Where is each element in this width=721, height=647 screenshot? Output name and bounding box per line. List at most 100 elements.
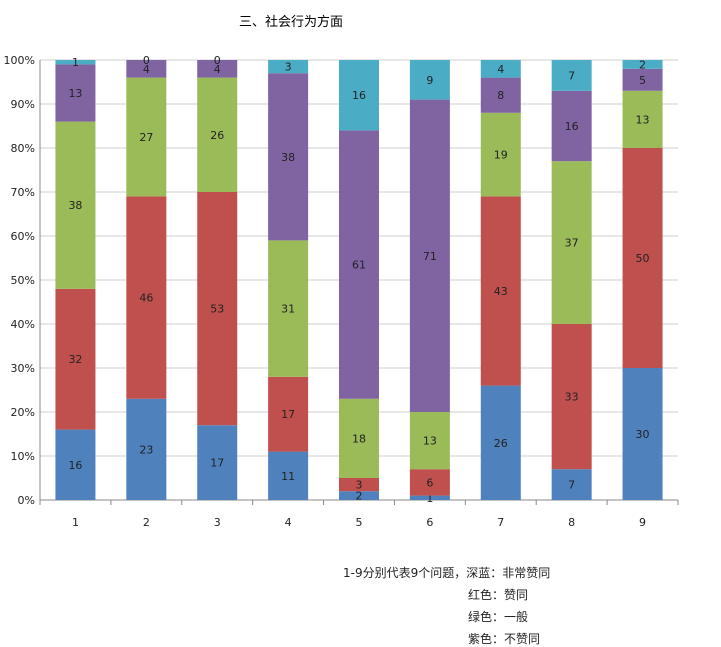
bar-segment [409,469,450,496]
bar-segment [55,64,96,122]
data-label: 26 [494,437,508,450]
data-label: 13 [68,87,82,100]
legend-note-3: 紫色：不赞同 [468,632,541,646]
bar-segment [409,495,450,500]
data-label: 27 [139,131,153,144]
data-label: 71 [423,250,437,263]
bar-segment [268,376,309,452]
bar-segment [622,60,663,69]
bar-segment [268,240,309,377]
bar-segment [268,73,309,241]
data-label: 1 [72,56,79,69]
data-label: 11 [281,470,295,483]
x-tick-label: 6 [426,516,433,529]
legend-note-1: 红色：赞同 [468,588,529,602]
bar-segment [622,368,663,500]
bar-segment [551,60,592,91]
data-label: 38 [281,151,295,164]
bar-segment [339,60,379,131]
bar-segment [409,412,450,470]
data-label: 6 [426,476,433,489]
x-tick-label: 5 [356,516,363,529]
y-tick-label: 80% [11,142,35,155]
x-tick-label: 7 [497,516,504,529]
data-label: 8 [497,89,504,102]
x-tick-label: 9 [639,516,646,529]
legend-note-2: 绿色：一般 [468,610,529,624]
y-tick-label: 100% [4,54,35,67]
data-label: 16 [565,120,579,133]
data-label: 23 [139,443,153,456]
x-tick-label: 8 [568,516,575,529]
bar-segment [55,288,96,430]
bars: 1632381312346274017532640111731383231861… [55,54,663,505]
y-tick-label: 30% [11,362,35,375]
data-label: 16 [68,459,82,472]
y-tick-label: 20% [11,406,35,419]
data-label: 3 [356,479,363,492]
bar-segment [126,60,167,78]
bar-segment [197,77,238,192]
y-axis-ticks: 0% 10% 20% 30% 40% 50% 60% 70% 80% 90% 100% [4,54,35,507]
data-label: 9 [426,74,433,87]
bar-segment [268,60,309,74]
x-axis-ticks: 1 2 3 4 5 6 7 8 9 [39,500,679,529]
data-label: 46 [139,292,153,305]
bar-segment [480,112,521,197]
y-tick-label: 50% [11,274,35,287]
bar-segment [622,148,663,368]
bar-segment [126,77,167,197]
data-label: 37 [565,237,579,250]
bar-segment [197,192,238,426]
data-label: 5 [639,74,646,87]
bar-segment [480,60,521,78]
bar-segment [268,451,309,500]
y-tick-label: 60% [11,230,35,243]
data-label: 4 [143,63,150,76]
data-label: 31 [281,303,295,316]
bar-segment [551,161,592,324]
data-label: 2 [356,490,363,503]
data-label: 2 [639,58,646,71]
data-label: 33 [565,391,579,404]
data-label: 7 [568,479,575,492]
data-label: 50 [636,252,650,265]
data-label: 53 [210,303,224,316]
bar-segment [55,60,96,65]
y-tick-label: 10% [11,450,35,463]
data-label: 17 [281,408,295,421]
data-label: 26 [210,129,224,142]
data-label: 13 [423,435,437,448]
data-label: 4 [214,63,221,76]
x-tick-label: 3 [214,516,221,529]
data-label: 0 [143,54,150,67]
bar-segment [551,90,592,162]
bar-segment [339,491,379,500]
bar-segment [480,196,521,386]
data-label: 38 [68,199,82,212]
bar-segment [480,77,521,113]
bar-segment [197,60,238,78]
data-label: 16 [352,89,366,102]
data-label: 13 [636,113,650,126]
data-label: 18 [352,432,366,445]
bar-segment [339,398,379,478]
bar-segment [55,429,96,500]
bar-segment [126,196,167,399]
bar-segment [339,130,379,399]
data-label: 1 [426,492,433,505]
data-label: 3 [285,61,292,74]
bar-segment [126,398,167,500]
bar-segment [551,324,592,470]
legend-note-0: 1-9分别代表9个问题，深蓝：非常赞同 [343,566,551,580]
bar-segment [55,121,96,289]
x-tick-label: 1 [72,516,79,529]
data-label: 19 [494,149,508,162]
y-tick-label: 70% [11,186,35,199]
bar-segment [480,385,521,500]
data-label: 17 [210,457,224,470]
data-label: 61 [352,259,366,272]
bar-segment [622,90,663,148]
bar-segment [409,99,450,412]
